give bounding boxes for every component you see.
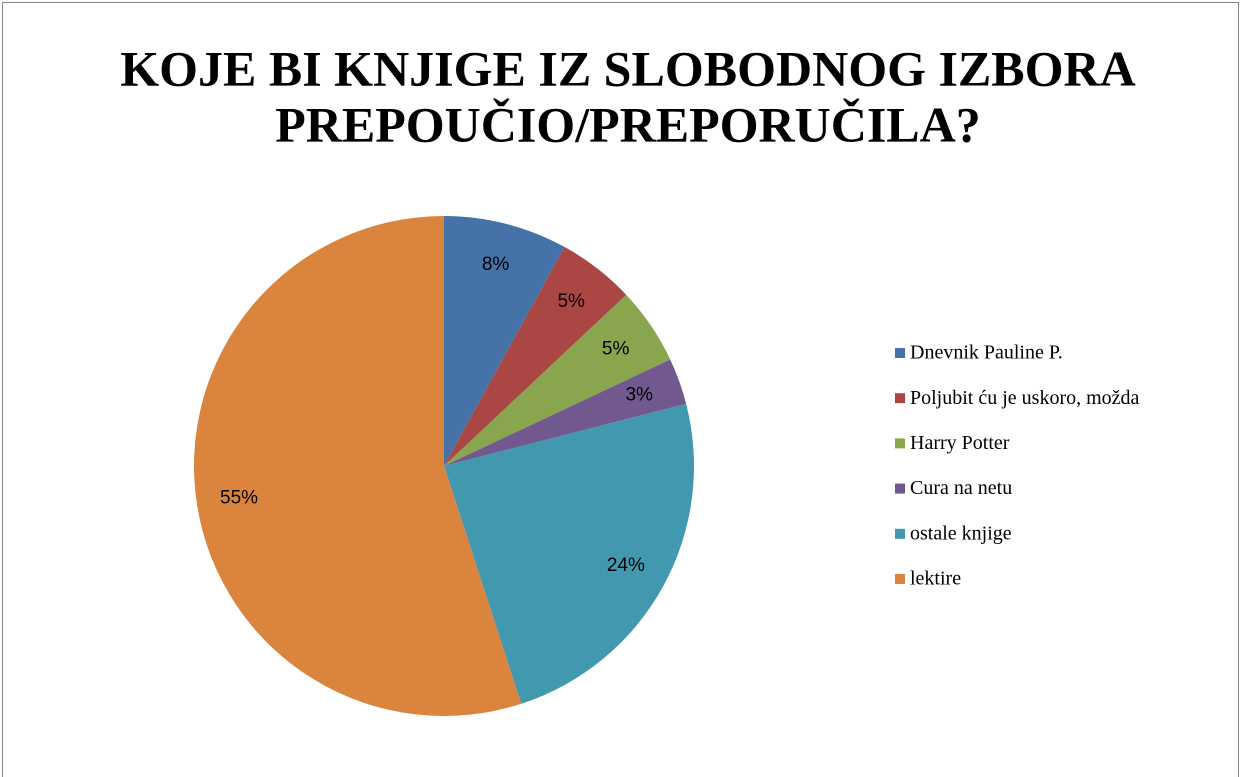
legend-swatch <box>895 483 905 494</box>
legend-label: ostale knjige <box>910 522 1012 544</box>
data-label: 3% <box>625 385 653 406</box>
legend-label: Cura na netu <box>910 477 1012 499</box>
data-label: 24% <box>607 555 645 576</box>
data-label: 5% <box>602 338 630 359</box>
data-label: 55% <box>220 487 258 508</box>
pie-slice <box>444 359 687 466</box>
data-label: 5% <box>557 291 585 312</box>
legend-swatch <box>895 574 905 584</box>
chart-title: KOJE BI KNJIGE IZ SLOBODNOG IZBORA <box>120 40 1136 96</box>
legend-label: Poljubit ću je uskoro, možda <box>910 387 1140 409</box>
legend-swatch <box>895 438 905 449</box>
pie-slice <box>444 403 694 704</box>
pie-slice <box>444 216 565 466</box>
chart-title: PREPOUČIO/PREPORUČILA? <box>275 96 981 152</box>
pie-slice <box>444 294 671 466</box>
legend-label: Harry Potter <box>910 432 1010 454</box>
data-label: 8% <box>482 254 510 275</box>
pie-slice <box>193 216 522 716</box>
pie-slice <box>444 246 627 466</box>
legend-swatch <box>895 348 905 358</box>
legend-label: Dnevnik Pauline P. <box>910 342 1063 364</box>
legend-label: lektire <box>910 568 961 590</box>
legend-swatch <box>895 528 905 539</box>
legend-swatch <box>895 393 905 404</box>
